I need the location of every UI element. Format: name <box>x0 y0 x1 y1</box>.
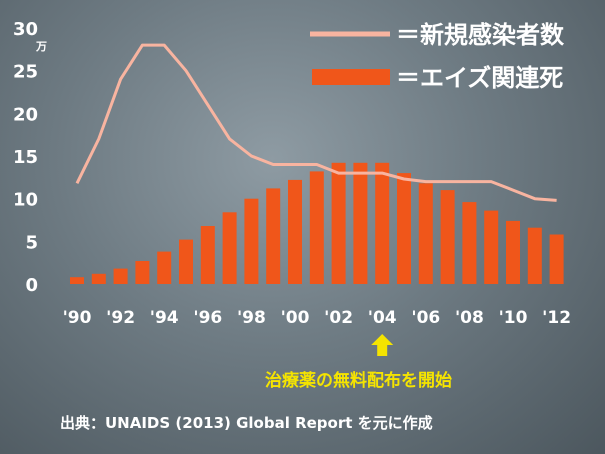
legend-aids-deaths-label: ＝エイズ関連死 <box>396 64 563 92</box>
bar <box>288 179 302 284</box>
x-tick-label: '96 <box>193 308 222 328</box>
bar <box>397 173 411 284</box>
bar <box>157 251 172 284</box>
y-unit-label: 万 <box>35 40 47 53</box>
y-tick-label: 10 <box>13 190 38 211</box>
y-tick-label: 25 <box>13 62 38 83</box>
bar <box>179 239 193 284</box>
x-tick-label: '12 <box>542 308 571 328</box>
bar <box>70 277 84 284</box>
bar <box>418 183 433 284</box>
bar <box>222 212 237 284</box>
bar <box>200 226 215 284</box>
bar <box>244 198 259 284</box>
annotation-text: 治療薬の無料配布を開始 <box>265 371 452 391</box>
x-tick-label: '06 <box>411 308 440 328</box>
series-line-new-infections <box>75 43 557 202</box>
x-tick-label: '94 <box>150 308 179 328</box>
bar <box>266 188 281 284</box>
bar <box>309 171 324 284</box>
bar <box>440 190 455 284</box>
bar <box>375 162 390 284</box>
bar <box>135 261 150 284</box>
bar <box>113 268 128 284</box>
bar <box>462 202 477 284</box>
legend-new-infections-label: ＝新規感染者数 <box>396 21 565 49</box>
x-tick-label: '04 <box>368 308 397 328</box>
x-tick-label: '00 <box>281 308 310 328</box>
source-note: 出典：UNAIDS (2013) Global Report を元に作成 <box>60 414 433 432</box>
y-tick-label: 20 <box>13 104 38 125</box>
y-tick-label: 30 <box>13 19 38 40</box>
x-tick-label: '92 <box>106 308 135 328</box>
bar <box>527 227 542 284</box>
y-tick-label: 5 <box>25 232 38 253</box>
x-tick-label: '98 <box>237 308 266 328</box>
x-tick-label: '02 <box>324 308 353 328</box>
x-tick-label: '90 <box>63 308 92 328</box>
y-tick-label: 15 <box>13 147 38 168</box>
legend-bar-swatch <box>312 69 390 85</box>
x-tick-label: '10 <box>499 308 528 328</box>
bar <box>506 220 520 284</box>
bar <box>353 162 368 284</box>
bar <box>484 210 499 284</box>
up-arrow-icon <box>371 334 394 356</box>
y-tick-label: 0 <box>25 275 38 296</box>
bar <box>91 273 106 284</box>
x-tick-label: '08 <box>455 308 484 328</box>
bar <box>549 234 564 284</box>
bar <box>331 162 346 284</box>
